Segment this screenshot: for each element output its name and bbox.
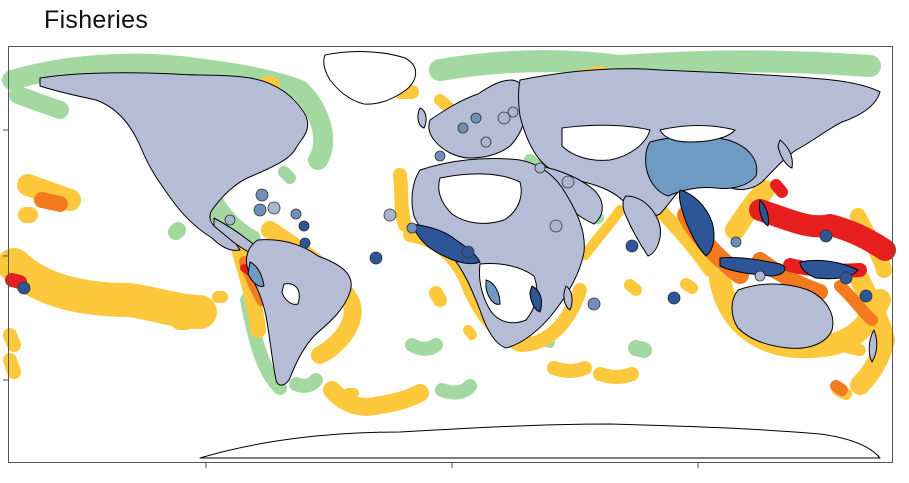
map-frame (3, 46, 893, 468)
land-new-zealand (868, 329, 878, 363)
marker (819, 229, 833, 243)
marker (470, 112, 482, 124)
marker (299, 237, 311, 249)
land-south-america-blank (281, 283, 300, 305)
land-madagascar (563, 285, 573, 311)
marker (534, 162, 546, 174)
marker (587, 297, 601, 311)
land-africa-sahel-blank (438, 173, 522, 224)
marker (17, 281, 31, 295)
land-greenland (323, 51, 417, 105)
marker (625, 239, 639, 253)
land-indonesia (719, 257, 786, 277)
marker (839, 271, 853, 285)
land-philippines (759, 199, 769, 227)
land-mozambique (529, 285, 543, 313)
land-uk (417, 107, 427, 129)
land-central-africa-blank (479, 263, 538, 324)
marker (383, 208, 397, 222)
land-masses (39, 51, 881, 459)
marker (434, 150, 446, 162)
map-title: Fisheries (44, 6, 149, 34)
land-china (645, 135, 758, 197)
land-southeast-asia (679, 189, 715, 257)
marker (667, 291, 681, 305)
marker (754, 270, 766, 282)
marker (369, 251, 383, 265)
land-mongolia-blank (659, 125, 736, 143)
marker (290, 208, 302, 220)
marker (507, 106, 519, 118)
marker (480, 136, 492, 148)
marker (298, 220, 310, 232)
land-australia (731, 283, 834, 349)
marker (457, 122, 469, 134)
marker (859, 289, 873, 303)
marker (561, 175, 575, 189)
marker (497, 111, 511, 125)
land-north-america (39, 72, 309, 251)
marker (224, 214, 236, 226)
marker (549, 219, 563, 233)
marker (255, 188, 269, 202)
land-central-asia-blank (561, 124, 651, 161)
land-japan (777, 139, 793, 169)
marker (267, 201, 281, 215)
marker (253, 203, 267, 217)
marker (461, 245, 475, 259)
land-india (622, 195, 661, 257)
marker (406, 222, 418, 234)
land-southern-africa-mid (485, 279, 501, 305)
marker (730, 236, 742, 248)
land-antarctica (199, 423, 881, 459)
country-markers (17, 106, 873, 311)
map-border (8, 46, 893, 463)
land-south-america-highlight (247, 261, 265, 287)
